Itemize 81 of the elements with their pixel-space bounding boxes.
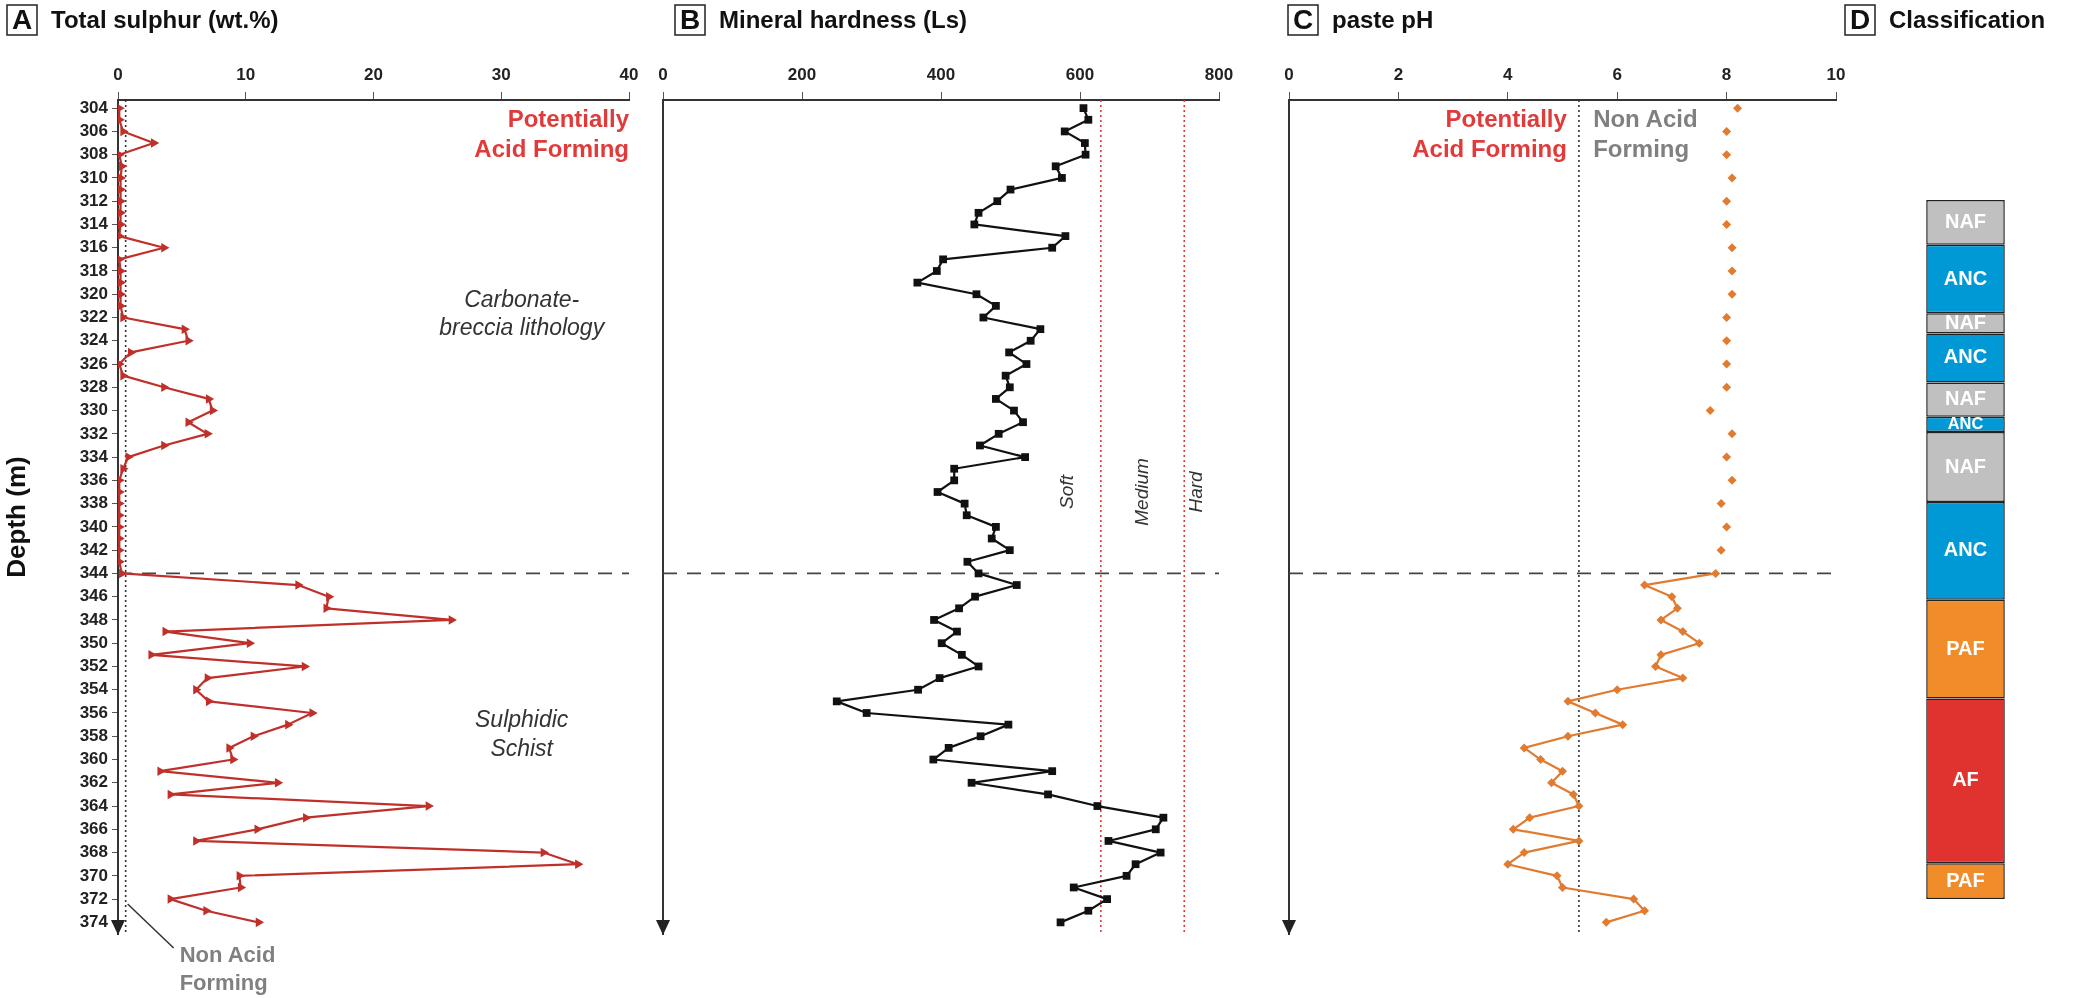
y-tick-label: 364	[79, 795, 109, 815]
annotation: Sulphidic Schist	[475, 705, 569, 761]
y-tick-label: 332	[79, 423, 108, 443]
chart-title: C	[1292, 3, 1314, 35]
y-tick-label: 356	[79, 702, 108, 722]
y-tick-label: 342	[79, 539, 108, 559]
y-tick-label: 354	[79, 679, 109, 699]
y-tick-label: 368	[79, 842, 108, 862]
y-tick-label: 320	[79, 283, 108, 303]
x-tick-label: 0	[658, 65, 668, 85]
series-label: ANC	[1943, 345, 1988, 368]
y-tick-label: 322	[79, 307, 108, 327]
annotation: Soft	[1056, 474, 1078, 509]
series-label: AF	[1952, 768, 1979, 791]
y-tick-label: 350	[79, 632, 108, 652]
y-tick-label: 318	[79, 260, 108, 280]
y-axis-title: Depth (m)	[0, 456, 31, 578]
series-label: ANC	[1947, 413, 1984, 432]
chart-title: B	[679, 3, 701, 35]
annotation: Carbonate-breccia lithology	[439, 285, 606, 341]
x-tick-label: 600	[1065, 65, 1095, 85]
series-label: NAF	[1944, 387, 1987, 410]
x-tick-label: 200	[787, 65, 817, 85]
series-label: NAF	[1944, 454, 1987, 477]
series-label: ANC	[1943, 266, 1988, 289]
x-axis-title: Classification	[1889, 5, 2046, 33]
y-tick-label: 324	[79, 330, 109, 350]
y-tick-label: 366	[79, 819, 108, 838]
x-tick-label: 400	[926, 65, 956, 85]
chart-title: D	[1849, 3, 1871, 35]
x-tick-label: 0	[1284, 65, 1294, 85]
y-tick-label: 372	[79, 888, 108, 908]
x-tick-label: 800	[1204, 65, 1234, 85]
y-tick-label: 336	[79, 470, 108, 490]
x-tick-label: 10	[236, 65, 256, 85]
y-tick-label: 306	[79, 121, 108, 141]
x-tick-label: 8	[1721, 65, 1732, 85]
y-tick-label: 344	[79, 563, 109, 583]
x-tick-label: 0	[113, 65, 123, 85]
y-tick-label: 346	[79, 586, 108, 606]
y-tick-label: 358	[79, 725, 108, 745]
y-tick-label: 308	[79, 144, 108, 164]
x-axis-title: Mineral hardness (Ls)	[719, 5, 968, 33]
y-tick-label: 304	[79, 97, 109, 117]
y-tick-label: 328	[79, 376, 108, 396]
y-tick-label: 362	[79, 772, 108, 792]
y-tick-label: 334	[79, 446, 109, 466]
annotation: Hard	[1185, 469, 1207, 513]
y-tick-label: 360	[79, 749, 108, 769]
y-tick-label: 374	[79, 912, 109, 932]
x-axis-title: Total sulphur (wt.%)	[51, 5, 279, 33]
series-label: PAF	[1946, 636, 1985, 659]
x-tick-label: 30	[491, 65, 511, 85]
x-tick-label: 2	[1393, 65, 1404, 85]
chart-title: A	[11, 3, 33, 35]
y-tick-label: 326	[79, 353, 108, 373]
annotation: Potentially Acid Forming	[474, 105, 630, 163]
y-tick-label: 312	[79, 190, 108, 210]
x-tick-label: 4	[1503, 65, 1514, 85]
y-tick-label: 314	[79, 214, 109, 234]
series-label: ANC	[1943, 538, 1988, 561]
x-tick-label: 10	[1826, 65, 1846, 85]
series-label: NAF	[1944, 310, 1987, 333]
x-axis-title: paste pH	[1332, 5, 1434, 33]
annotation: Medium	[1131, 458, 1153, 526]
y-tick-label: 352	[79, 656, 108, 676]
series-label: NAF	[1944, 209, 1987, 232]
x-tick-label: 20	[364, 65, 383, 85]
y-tick-label: 316	[79, 237, 108, 257]
y-tick-label: 340	[79, 516, 108, 536]
y-tick-label: 330	[79, 400, 108, 420]
annotation: Non Acid Forming	[1593, 105, 1698, 163]
y-tick-label: 370	[79, 865, 108, 885]
y-tick-label: 338	[79, 493, 108, 513]
ref-line-label: Non Acid Forming	[179, 942, 276, 996]
annotation: Potentially Acid Forming	[1412, 105, 1568, 163]
x-tick-label: 40	[619, 65, 639, 85]
y-tick-label: 348	[79, 609, 108, 629]
series-label: PAF	[1946, 868, 1985, 891]
y-tick-label: 310	[79, 167, 108, 187]
x-tick-label: 6	[1612, 65, 1622, 85]
